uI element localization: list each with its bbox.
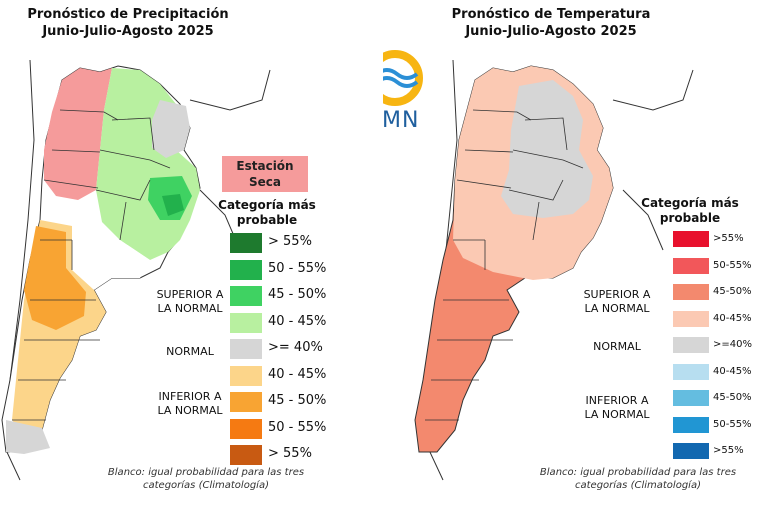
category-superior-line2: LA NORMAL: [157, 302, 223, 315]
legend-label: 50-55%: [713, 418, 752, 430]
dry-season-line2: Seca: [249, 175, 281, 189]
category-inferior-line1: INFERIOR A: [585, 394, 649, 407]
footnote-line1: Blanco: igual probabilidad para las tres: [539, 467, 737, 478]
legend-swatch: [230, 418, 262, 439]
category-inferior-line1: INFERIOR A: [158, 390, 222, 403]
category-inferior-line2: LA NORMAL: [157, 404, 223, 417]
climatology-region: [72, 240, 150, 290]
neighbor-border: [622, 189, 664, 251]
precipitation-title-line2: Junio-Julio-Agosto 2025: [42, 24, 214, 39]
temperature-panel: Pronóstico de Temperatura Junio-Julio-Ag…: [383, 0, 765, 510]
category-superior-line2: LA NORMAL: [584, 302, 650, 315]
normal-region: [152, 100, 190, 158]
legend-title-line2: probable: [659, 211, 721, 225]
province-borders: [12, 109, 171, 421]
legend-swatch: [673, 443, 709, 459]
neighbor-border: [612, 69, 694, 111]
temperature-title-line1: Pronóstico de Temperatura: [451, 7, 651, 22]
precipitation-title: Pronóstico de Precipitación Junio-Julio-…: [18, 6, 238, 40]
below-normal-45-50-region: [24, 226, 86, 330]
legend-label: 45 - 50%: [268, 287, 327, 302]
legend-label: 40 - 45%: [268, 313, 327, 329]
temperature-title-line2: Junio-Julio-Agosto 2025: [465, 24, 637, 39]
legend-label: 40-45%: [713, 312, 752, 324]
precipitation-legend-title: Categoría más probable: [212, 198, 322, 228]
legend-title-line1: Categoría más: [218, 198, 316, 212]
category-superior-line1: SUPERIOR A: [156, 288, 224, 301]
legend-label: >55%: [713, 445, 744, 456]
neighbor-border: [189, 69, 271, 111]
legend-label: 45 - 50%: [268, 393, 327, 408]
legend-swatch: [673, 231, 709, 247]
temperature-footnote: Blanco: igual probabilidad para las tres…: [533, 466, 743, 492]
precipitation-title-line1: Pronóstico de Precipitación: [27, 7, 229, 22]
legend-label: > 55%: [268, 446, 312, 461]
legend-swatch: [230, 365, 262, 386]
legend-label: >=40%: [713, 339, 752, 350]
legend-label: 40-45%: [713, 365, 752, 377]
legend-label: >= 40%: [268, 340, 323, 355]
legend-swatch: [230, 286, 262, 306]
normal-south-region: [6, 420, 50, 454]
legend-title-line2: probable: [236, 213, 298, 227]
legend-swatch: [230, 259, 262, 280]
footnote-line2: categorías (Climatología): [143, 480, 269, 491]
footnote-line1: Blanco: igual probabilidad para las tres: [107, 467, 305, 478]
legend-label: >55%: [713, 233, 744, 244]
dry-season-region: [44, 68, 112, 200]
legend-label: 50-55%: [713, 259, 752, 271]
category-inferior: INFERIOR A LA NORMAL: [581, 394, 653, 422]
province-borders: [425, 109, 584, 421]
legend-swatch: [230, 392, 262, 412]
dry-season-badge: Estación Seca: [222, 156, 308, 192]
category-normal: NORMAL: [581, 340, 653, 354]
legend-label: 40 - 45%: [268, 366, 327, 382]
legend-swatch: [673, 284, 709, 300]
category-normal-label: NORMAL: [593, 340, 641, 353]
legend-swatch: [673, 390, 709, 406]
category-normal-label: NORMAL: [166, 345, 214, 358]
legend-swatch: [230, 339, 262, 359]
legend-title-line1: Categoría más: [641, 196, 739, 210]
temperature-map: [414, 59, 694, 481]
legend-swatch: [230, 233, 262, 253]
temperature-legend-title: Categoría más probable: [635, 196, 745, 226]
smn-logo-icon: [383, 50, 423, 106]
legend-label: > 55%: [268, 234, 312, 249]
dry-season-line1: Estación: [236, 159, 294, 173]
category-normal: NORMAL: [154, 345, 226, 359]
category-superior-line1: SUPERIOR A: [583, 288, 651, 301]
above-normal-50-55-region: [162, 194, 184, 216]
precipitation-footnote: Blanco: igual probabilidad para las tres…: [96, 466, 316, 492]
temperature-title: Pronóstico de Temperatura Junio-Julio-Ag…: [441, 6, 661, 40]
footnote-line2: categorías (Climatología): [575, 480, 701, 491]
legend-swatch: [230, 445, 262, 465]
normal-region: [501, 80, 593, 218]
category-superior: SUPERIOR A LA NORMAL: [154, 288, 226, 316]
legend-swatch: [673, 337, 709, 353]
category-inferior: INFERIOR A LA NORMAL: [154, 390, 226, 418]
legend-label: 50 - 55%: [268, 419, 327, 435]
legend-label: 50 - 55%: [268, 260, 327, 276]
category-inferior-line2: LA NORMAL: [584, 408, 650, 421]
legend-swatch: [673, 416, 709, 433]
legend-swatch: [673, 363, 709, 380]
legend-label: 45-50%: [713, 392, 752, 403]
above-normal-40-45-region: [96, 68, 200, 260]
precipitation-panel: Pronóstico de Precipitación Junio-Julio-…: [0, 0, 382, 510]
legend-swatch: [673, 310, 709, 327]
legend-swatch: [230, 312, 262, 333]
legend-swatch: [673, 257, 709, 274]
legend-label: 45-50%: [713, 286, 752, 297]
smn-logo-text: SMN: [383, 108, 420, 133]
category-superior: SUPERIOR A LA NORMAL: [581, 288, 653, 316]
precipitation-map: [1, 59, 271, 481]
